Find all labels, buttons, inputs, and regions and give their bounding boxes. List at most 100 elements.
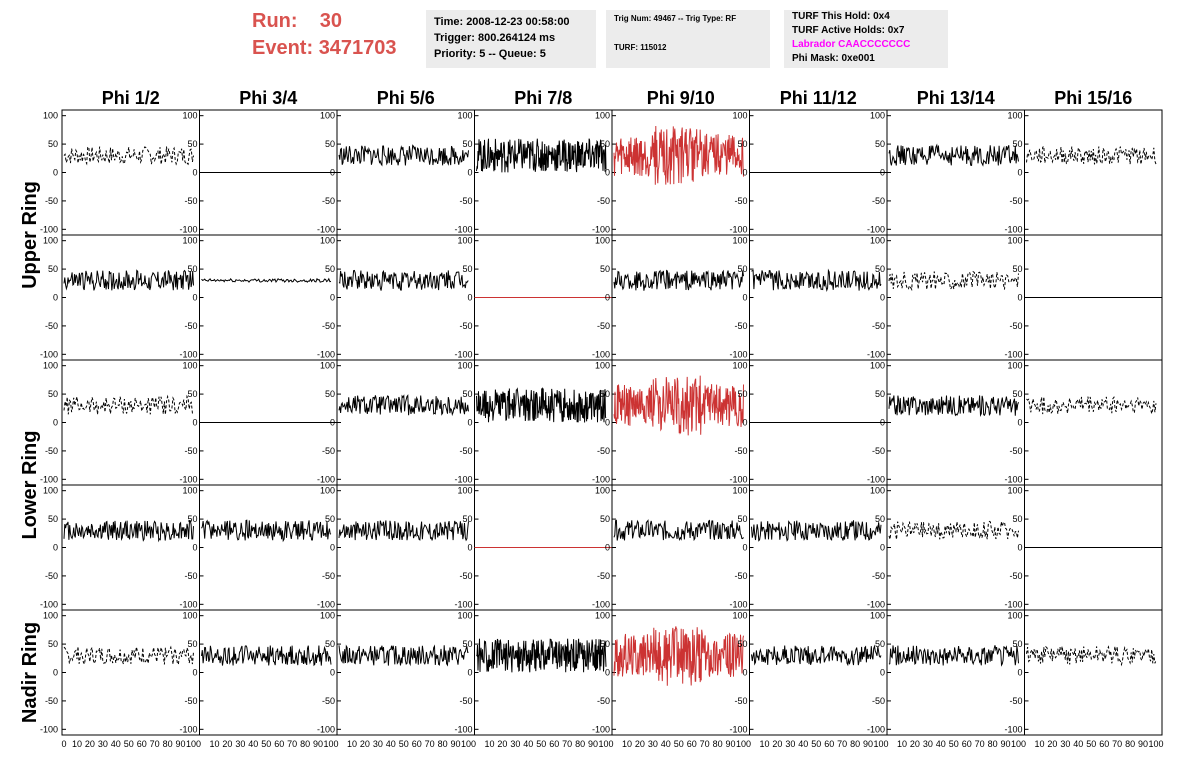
y-tick-label: -50 (734, 196, 747, 206)
x-tick-label: 20 (1047, 739, 1057, 749)
column-title: Phi 13/14 (917, 88, 995, 108)
y-tick-label: -50 (459, 196, 472, 206)
x-tick-label: 0 (61, 739, 66, 749)
row-title: Nadir Ring (19, 622, 41, 723)
y-tick-label: -50 (322, 196, 335, 206)
waveform-grid: Phi 1/2 Phi 3/4 Phi 5/6 Phi 7/8 Phi 9/10 Phi … (0, 82, 1196, 772)
waveform-trace (613, 375, 744, 436)
y-tick-label: 50 (737, 389, 747, 399)
y-tick-label: 50 (600, 389, 610, 399)
y-tick-label: -100 (454, 724, 472, 734)
y-tick-label: -50 (322, 446, 335, 456)
y-tick-label: 50 (737, 264, 747, 274)
y-tick-label: 50 (875, 139, 885, 149)
x-tick-label: 20 (497, 739, 507, 749)
y-tick-label: 0 (53, 668, 58, 678)
phi-mask-text: Phi Mask: 0xe001 (792, 53, 875, 64)
x-tick-label: 20 (360, 739, 370, 749)
waveform-trace (63, 269, 194, 291)
priority-text: Priority: 5 -- Queue: 5 (434, 48, 546, 60)
y-tick-label: 50 (48, 389, 58, 399)
x-tick-label: 50 (399, 739, 409, 749)
y-tick-label: 0 (742, 293, 747, 303)
y-tick-label: 50 (462, 389, 472, 399)
y-tick-label: 50 (600, 639, 610, 649)
x-tick-label: 90 (1001, 739, 1011, 749)
y-tick-label: -100 (592, 724, 610, 734)
x-tick-label: 40 (798, 739, 808, 749)
y-tick-label: -50 (322, 321, 335, 331)
y-tick-label: -50 (872, 321, 885, 331)
x-tick-label: 80 (988, 739, 998, 749)
y-tick-label: 0 (880, 418, 885, 428)
y-tick-label: -50 (459, 571, 472, 581)
waveform-trace (338, 644, 469, 667)
y-tick-label: -100 (40, 599, 58, 609)
y-tick-label: 100 (732, 486, 747, 496)
y-tick-label: 0 (467, 293, 472, 303)
y-tick-label: 0 (605, 418, 610, 428)
y-tick-label: 50 (1012, 389, 1022, 399)
waveform-trace (888, 143, 1019, 167)
y-tick-label: 100 (182, 611, 197, 621)
y-tick-label: -50 (597, 571, 610, 581)
panel-frame (61, 359, 200, 486)
x-tick-label: 100 (598, 739, 613, 749)
panel-frame (336, 234, 475, 361)
x-tick-label: 100 (461, 739, 476, 749)
y-tick-label: 50 (325, 264, 335, 274)
x-tick-label: 10 (1034, 739, 1044, 749)
y-tick-label: -50 (872, 571, 885, 581)
x-tick-label: 40 (111, 739, 121, 749)
panel-frame (1024, 359, 1163, 486)
y-tick-label: -100 (867, 724, 885, 734)
x-tick-label: 100 (1148, 739, 1163, 749)
y-tick-label: 50 (875, 639, 885, 649)
y-tick-label: -100 (1004, 349, 1022, 359)
waveform-trace (888, 395, 1019, 417)
y-tick-label: -100 (40, 349, 58, 359)
panel-frame (199, 609, 338, 736)
y-tick-label: 100 (457, 236, 472, 246)
y-tick-label: 100 (320, 361, 335, 371)
y-tick-label: 0 (330, 543, 335, 553)
y-tick-label: -100 (40, 224, 58, 234)
x-tick-label: 90 (863, 739, 873, 749)
y-tick-label: 50 (325, 389, 335, 399)
x-tick-label: 80 (300, 739, 310, 749)
y-tick-label: 50 (737, 514, 747, 524)
y-tick-label: -100 (454, 474, 472, 484)
y-tick-label: 100 (595, 236, 610, 246)
waveform-trace (613, 519, 744, 542)
run-event-box: Run: 30 Event: 3471703 (252, 8, 422, 68)
y-tick-label: -50 (322, 571, 335, 581)
y-tick-label: 0 (605, 543, 610, 553)
y-tick-label: 100 (595, 611, 610, 621)
x-tick-label: 50 (811, 739, 821, 749)
y-tick-label: -50 (872, 696, 885, 706)
panel-frame (61, 484, 200, 611)
y-tick-label: -50 (459, 696, 472, 706)
x-tick-label: 10 (484, 739, 494, 749)
y-tick-label: -50 (45, 196, 58, 206)
y-tick-label: 0 (742, 168, 747, 178)
x-tick-label: 30 (373, 739, 383, 749)
row-title: Lower Ring (19, 431, 41, 540)
x-tick-label: 50 (674, 739, 684, 749)
run-label: Run: (252, 10, 298, 32)
x-tick-label: 60 (412, 739, 422, 749)
column-title: Phi 9/10 (647, 88, 715, 108)
panel-frame (61, 109, 200, 236)
waveform-trace (63, 394, 194, 415)
y-tick-label: 100 (182, 111, 197, 121)
waveform-trace (63, 520, 194, 543)
y-tick-label: 100 (1007, 611, 1022, 621)
y-tick-label: 100 (870, 361, 885, 371)
y-tick-label: 100 (732, 361, 747, 371)
y-tick-label: -50 (1009, 571, 1022, 581)
x-tick-label: 60 (137, 739, 147, 749)
x-tick-label: 40 (1073, 739, 1083, 749)
y-tick-label: -100 (179, 349, 197, 359)
x-tick-label: 90 (588, 739, 598, 749)
x-tick-label: 60 (962, 739, 972, 749)
